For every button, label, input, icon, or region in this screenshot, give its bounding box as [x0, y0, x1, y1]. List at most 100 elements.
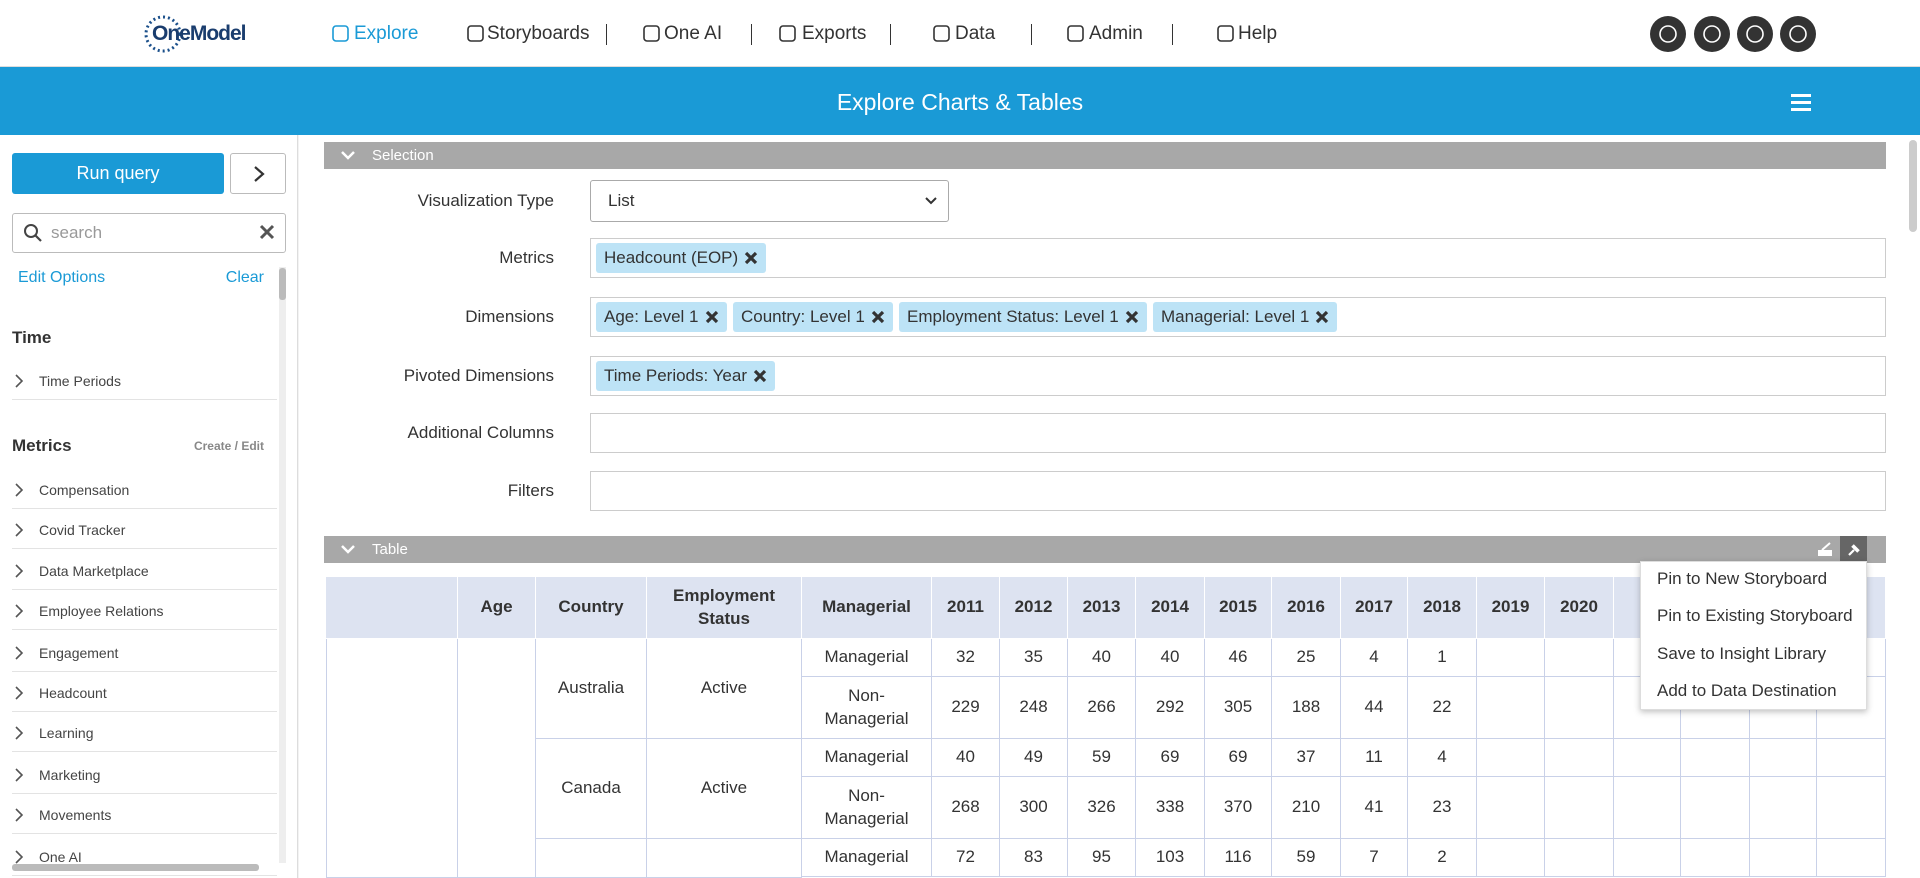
nav-round-button[interactable] [1736, 15, 1774, 53]
menu-item[interactable]: Pin to Existing Storyboard [1657, 606, 1853, 625]
nav-round-button[interactable] [1649, 15, 1687, 53]
field-label: Filters [507, 481, 554, 500]
sidebar-scroll-thumb [279, 268, 286, 300]
tag: Country: Level 1 [733, 302, 893, 332]
field-label: Pivoted Dimensions [403, 366, 554, 385]
value-cell [1681, 777, 1750, 839]
nav-icon [332, 25, 349, 42]
tag-remove[interactable] [705, 310, 719, 324]
chevron [15, 686, 24, 700]
sidebar-item[interactable]: Employee Relations [39, 603, 164, 619]
sidebar-item[interactable]: Time Periods [39, 373, 121, 389]
tag-remove[interactable] [1125, 310, 1139, 324]
value-cell [1681, 739, 1750, 777]
field-input[interactable] [590, 356, 1886, 396]
sidebar-item[interactable]: Compensation [39, 482, 130, 498]
section-action[interactable]: Create / Edit [193, 439, 264, 453]
nav-round-button[interactable] [1693, 15, 1731, 53]
value-cell: 59 [1068, 739, 1136, 777]
field-label: Metrics [499, 248, 554, 267]
field-input[interactable] [590, 238, 1886, 278]
chevron [15, 808, 24, 822]
run-query-button[interactable]: Run query [12, 153, 224, 194]
chevron-right[interactable] [250, 164, 268, 184]
value-cell: 116 [1205, 839, 1272, 877]
value-cell: 2 [1408, 839, 1477, 877]
nav-item[interactable]: Data [955, 23, 996, 44]
sidebar-scroll-track [279, 267, 286, 863]
nav-item[interactable]: Explore [354, 23, 419, 44]
selection-bar-title: Selection [372, 147, 434, 164]
nav-icon [643, 25, 660, 42]
main-scroll-thumb [1909, 140, 1917, 232]
tag-remove[interactable] [1315, 310, 1329, 324]
sidebar [0, 135, 298, 878]
column-header: 2016 [1272, 577, 1341, 639]
collapse-chevron[interactable] [340, 148, 356, 162]
sidebar-item[interactable]: Learning [39, 725, 94, 741]
nav-separator [751, 24, 752, 45]
value-cell [1477, 677, 1545, 739]
value-cell [1750, 777, 1817, 839]
nav-icon [933, 25, 950, 42]
menu-item[interactable]: Add to Data Destination [1657, 681, 1837, 700]
field-input[interactable] [590, 413, 1886, 453]
sidebar-item[interactable]: Engagement [39, 645, 119, 661]
chevron [15, 374, 24, 388]
pin-icon[interactable] [1845, 541, 1863, 559]
tag-remove[interactable] [744, 251, 758, 265]
nav-item[interactable]: Exports [802, 23, 867, 44]
select-caret [925, 197, 937, 205]
nav-item[interactable]: Admin [1089, 23, 1143, 44]
column-header: 2015 [1205, 577, 1272, 639]
search-placeholder[interactable]: search [51, 223, 103, 242]
tag-remove[interactable] [871, 310, 885, 324]
sidebar-item[interactable]: Covid Tracker [39, 522, 126, 538]
field-label: Visualization Type [417, 191, 554, 210]
column-header: 2011 [932, 577, 1000, 639]
value-cell: 37 [1272, 739, 1341, 777]
header-icon[interactable] [1788, 89, 1814, 115]
export-icon[interactable] [1816, 540, 1834, 558]
nav-item[interactable]: One AI [664, 23, 723, 44]
sidebar-divider [12, 399, 277, 400]
select-value[interactable]: List [608, 191, 635, 210]
sidebar-item[interactable]: Headcount [39, 685, 107, 701]
sidebar-item[interactable]: One AI [39, 849, 82, 865]
field-input[interactable] [590, 471, 1886, 511]
selection-bar [324, 142, 1886, 169]
menu-item[interactable]: Pin to New Storyboard [1657, 569, 1828, 588]
value-cell: 7 [1341, 839, 1408, 877]
collapse-chevron[interactable] [340, 542, 356, 556]
column-header: Managerial [802, 577, 932, 639]
menu-item[interactable]: Save to Insight Library [1657, 644, 1827, 663]
clear-link[interactable]: Clear [225, 269, 264, 286]
blank-cell [458, 639, 536, 878]
nav-item[interactable]: Storyboards [487, 23, 590, 44]
nav-separator [606, 24, 607, 45]
search-clear[interactable] [258, 223, 276, 241]
nav-item[interactable]: Help [1238, 23, 1278, 44]
value-cell: 229 [932, 677, 1000, 739]
status-cell [647, 839, 802, 878]
value-cell: 40 [1136, 639, 1205, 677]
select-box[interactable] [590, 180, 949, 222]
value-cell: 338 [1136, 777, 1205, 839]
value-cell [1545, 677, 1614, 739]
tag-remove[interactable] [753, 369, 767, 383]
sidebar-item[interactable]: Marketing [39, 767, 101, 783]
sidebar-item[interactable]: Movements [39, 807, 112, 823]
sidebar-item[interactable]: Data Marketplace [39, 563, 149, 579]
edit-options-link[interactable]: Edit Options [18, 269, 106, 286]
tag: Managerial: Level 1 [1153, 302, 1338, 332]
nav-separator [1172, 24, 1173, 45]
column-header: 2020 [1545, 577, 1614, 639]
nav-round-button[interactable] [1779, 15, 1817, 53]
column-header: 2014 [1136, 577, 1205, 639]
value-cell: 69 [1205, 739, 1272, 777]
value-cell: 248 [1000, 677, 1068, 739]
column-header: 2018 [1408, 577, 1477, 639]
pin-menu [1640, 561, 1867, 710]
chevron [15, 726, 24, 740]
tag: Employment Status: Level 1 [899, 302, 1147, 332]
